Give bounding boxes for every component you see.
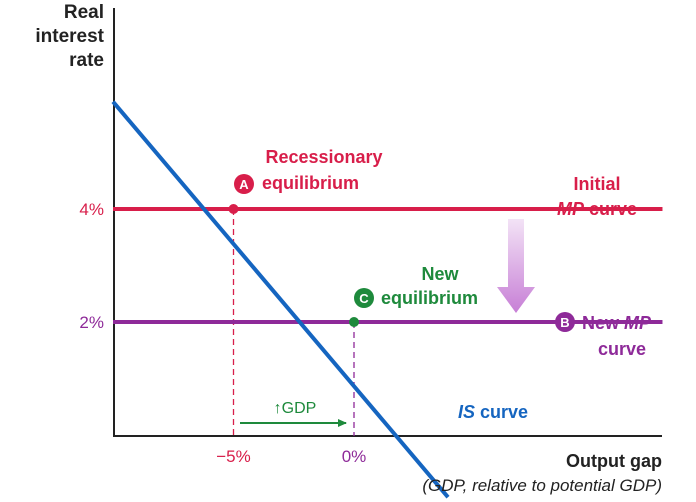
x-axis-sublabel: (GDP, relative to potential GDP) bbox=[422, 476, 662, 495]
marker-c-badge bbox=[354, 288, 374, 308]
new-mp-label-new: New bbox=[582, 313, 620, 333]
new-equilibrium-label-line-2: equilibrium bbox=[381, 288, 478, 308]
new-equilibrium-label-line-1: New bbox=[421, 264, 459, 284]
gdp-increase-label: ↑GDP bbox=[274, 400, 317, 417]
marker-c-letter: C bbox=[359, 291, 369, 306]
is-curve bbox=[111, 100, 450, 499]
x-tick-label-0-percent: 0% bbox=[342, 447, 367, 466]
recessionary-equilibrium-label-line-1: Recessionary bbox=[265, 147, 382, 167]
initial-mp-label-curve: curve bbox=[589, 199, 637, 219]
marker-b-letter: B bbox=[560, 315, 569, 330]
recessionary-equilibrium-label-line-2: equilibrium bbox=[262, 173, 359, 193]
marker-b-badge bbox=[555, 312, 575, 332]
y-axis-label-line-3: rate bbox=[69, 50, 104, 71]
y-tick-label-2-percent: 2% bbox=[79, 313, 104, 332]
y-tick-label-4-percent: 4% bbox=[79, 200, 104, 219]
initial-mp-label-line-1: Initial bbox=[573, 174, 620, 194]
new-mp-label-mp: MP bbox=[624, 313, 652, 333]
is-curve-label-is: IS bbox=[458, 402, 475, 422]
x-axis-label: Output gap bbox=[566, 451, 662, 471]
marker-a-letter: A bbox=[239, 177, 249, 192]
x-tick-label-minus-5-percent: −5% bbox=[216, 447, 251, 466]
new-mp-label-line-1: New MP bbox=[582, 313, 652, 333]
is-curve-label: IS curve bbox=[458, 402, 528, 422]
is-curve-label-curve: curve bbox=[480, 402, 528, 422]
y-axis-label-line-1: Real bbox=[64, 2, 104, 23]
marker-a-badge bbox=[234, 174, 254, 194]
y-axis-label-line-2: interest bbox=[35, 26, 104, 47]
mp-shift-down-arrow bbox=[497, 219, 535, 313]
equilibrium-point-a bbox=[228, 204, 239, 214]
initial-mp-label-mp: MP bbox=[557, 199, 585, 219]
equilibrium-point-c bbox=[349, 317, 359, 327]
initial-mp-label-line-2: MP curve bbox=[557, 199, 637, 219]
new-mp-label-line-2: curve bbox=[598, 339, 646, 359]
